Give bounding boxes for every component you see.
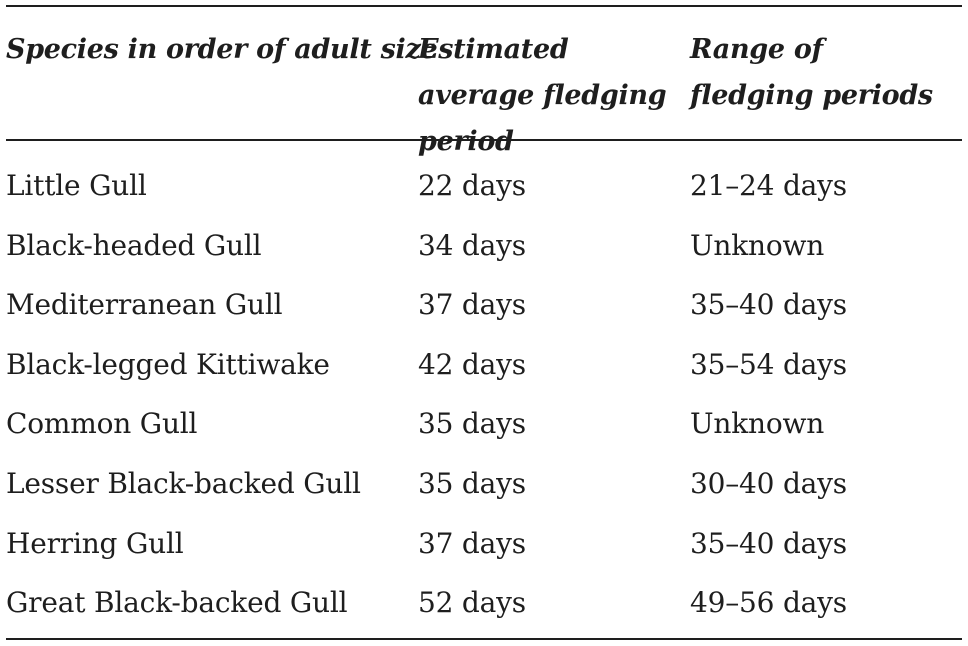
average-cell: 34 days xyxy=(418,228,526,262)
average-cell: 52 days xyxy=(418,586,526,620)
range-cell: 30–40 days xyxy=(690,466,847,500)
species-cell: Lesser Black-backed Gull xyxy=(6,466,361,500)
table-row: Black-headed Gull 34 days Unknown xyxy=(0,218,968,278)
range-cell: 49–56 days xyxy=(690,586,847,620)
average-cell: 35 days xyxy=(418,466,526,500)
table-row: Common Gull 35 days Unknown xyxy=(0,396,968,456)
species-cell: Black-legged Kittiwake xyxy=(6,347,330,381)
table-body: Little Gull 22 days 21–24 days Black-hea… xyxy=(0,158,968,635)
species-cell: Mediterranean Gull xyxy=(6,288,283,322)
table-row: Little Gull 22 days 21–24 days xyxy=(0,158,968,218)
range-cell: Unknown xyxy=(690,228,825,262)
range-cell: Unknown xyxy=(690,407,825,441)
table-bottom-rule xyxy=(6,638,962,640)
species-cell: Black-headed Gull xyxy=(6,228,262,262)
range-cell: 35–40 days xyxy=(690,526,847,560)
average-cell: 42 days xyxy=(418,347,526,381)
species-cell: Little Gull xyxy=(6,169,147,202)
table-row: Mediterranean Gull 37 days 35–40 days xyxy=(0,277,968,337)
average-cell: 22 days xyxy=(418,169,526,202)
header-average-fledging: Estimated average fledging period xyxy=(418,34,667,157)
range-cell: 21–24 days xyxy=(690,169,847,202)
table-top-rule xyxy=(6,5,962,7)
species-cell: Great Black-backed Gull xyxy=(6,586,348,620)
table-row: Herring Gull 37 days 35–40 days xyxy=(0,516,968,576)
table-row: Lesser Black-backed Gull 35 days 30–40 d… xyxy=(0,456,968,516)
table-header-rule xyxy=(6,139,962,141)
average-cell: 35 days xyxy=(418,407,526,441)
range-cell: 35–54 days xyxy=(690,347,847,381)
species-cell: Common Gull xyxy=(6,407,198,441)
table-row: Black-legged Kittiwake 42 days 35–54 day… xyxy=(0,337,968,397)
range-cell: 35–40 days xyxy=(690,288,847,322)
header-species: Species in order of adult size xyxy=(6,34,438,65)
species-cell: Herring Gull xyxy=(6,526,184,560)
header-range-fledging: Range of fledging periods xyxy=(690,34,933,111)
average-cell: 37 days xyxy=(418,526,526,560)
average-cell: 37 days xyxy=(418,288,526,322)
table-row: Great Black-backed Gull 52 days 49–56 da… xyxy=(0,575,968,635)
